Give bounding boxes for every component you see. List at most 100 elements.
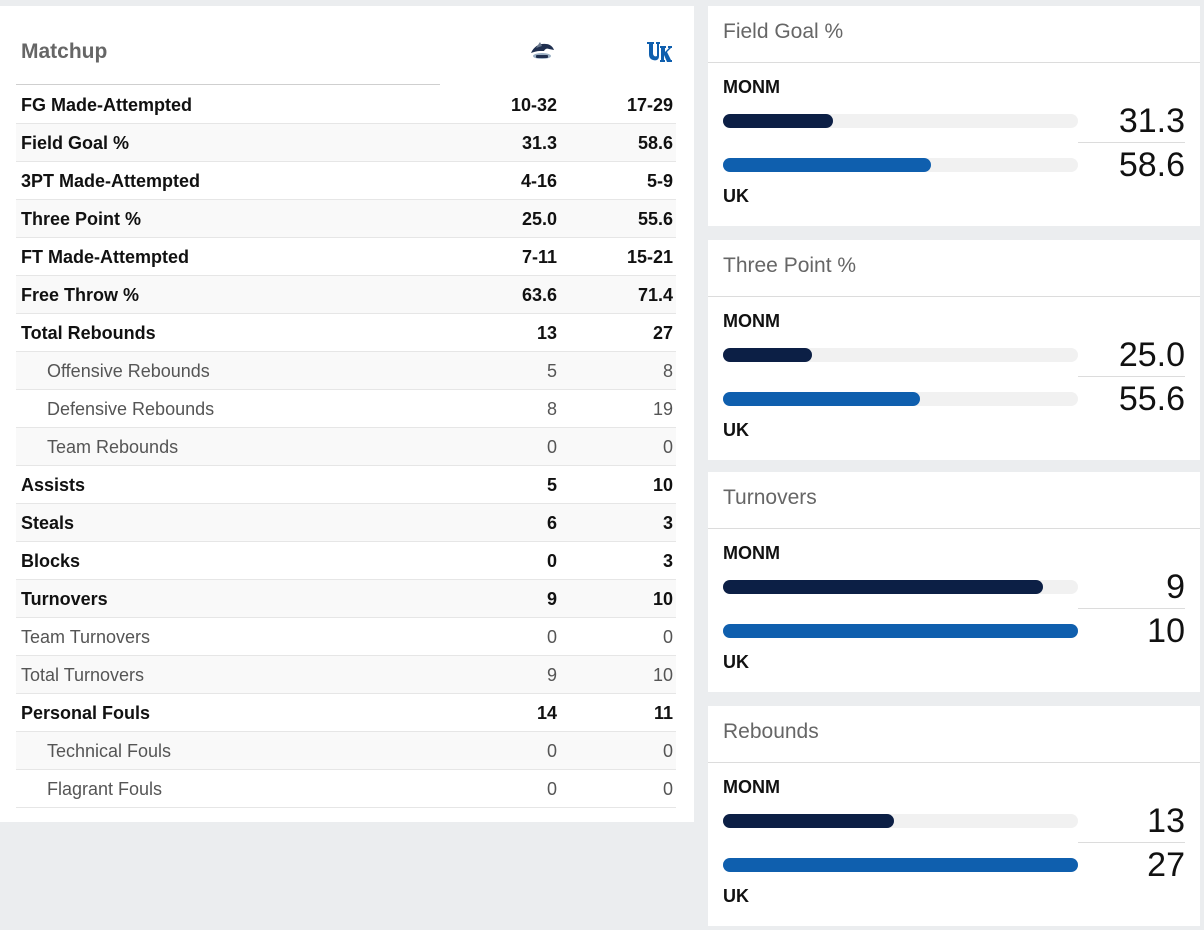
- stat-card: Rebounds MONM 13 27 UK: [708, 706, 1200, 926]
- uk-bar: [723, 624, 1078, 638]
- monm-value: 0: [546, 627, 557, 647]
- uk-stat-value: 55.6: [1118, 380, 1185, 418]
- team-label-monm: MONM: [723, 777, 780, 797]
- table-row: Three Point % 25.0 55.6: [16, 200, 676, 238]
- monm-value: 0: [546, 779, 557, 799]
- stat-label: Personal Fouls: [21, 703, 151, 723]
- table-row: 3PT Made-Attempted 4-16 5-9: [16, 162, 676, 200]
- uk-value: 58.6: [637, 133, 673, 153]
- stat-card: Turnovers MONM 9 10 UK: [708, 472, 1200, 692]
- value-divider: [1078, 142, 1185, 143]
- monm-bar: [723, 348, 812, 362]
- uk-value: 10: [652, 475, 673, 495]
- uk-bar-track: [723, 392, 1078, 406]
- uk-bar-track: [723, 624, 1078, 638]
- uk-value: 11: [653, 703, 673, 723]
- stat-label: Team Rebounds: [47, 437, 179, 457]
- monm-value: 13: [536, 323, 557, 343]
- monm-value: 0: [546, 437, 557, 457]
- uk-bar-track: [723, 858, 1078, 872]
- table-row: Personal Fouls 14 11: [16, 694, 676, 732]
- monm-stat-value: 25.0: [1118, 336, 1185, 374]
- uk-value: 0: [662, 437, 673, 457]
- stat-card: Three Point % MONM 25.0 55.6 UK: [708, 240, 1200, 460]
- stat-label: Total Rebounds: [21, 323, 156, 343]
- monm-value: 25.0: [521, 209, 557, 229]
- monm-value: 0: [546, 551, 557, 571]
- table-row: Assists 5 10: [16, 466, 676, 504]
- monm-value: 9: [546, 589, 557, 609]
- stat-card: Field Goal % MONM 31.3 58.6 UK: [708, 6, 1200, 226]
- table-row: Free Throw % 63.6 71.4: [16, 276, 676, 314]
- matchup-title: Matchup: [21, 40, 108, 63]
- uk-value: 0: [662, 627, 673, 647]
- monmouth-hawks-logo-icon: [531, 42, 554, 59]
- uk-value: 0: [662, 779, 673, 799]
- table-row: FG Made-Attempted 10-32 17-29: [16, 86, 676, 124]
- stat-label: Turnovers: [21, 589, 108, 609]
- uk-bar: [723, 392, 921, 406]
- value-divider: [1078, 842, 1185, 843]
- monm-bar: [723, 114, 834, 128]
- uk-stat-value: 58.6: [1118, 146, 1185, 184]
- monm-value: 6: [546, 513, 557, 533]
- stat-label: 3PT Made-Attempted: [21, 171, 201, 191]
- table-row: Team Rebounds 0 0: [16, 428, 676, 466]
- team-label-uk: UK: [723, 186, 749, 206]
- stat-label: Team Turnovers: [21, 627, 151, 647]
- team-label-monm: MONM: [723, 311, 780, 331]
- stat-card-title: Field Goal %: [723, 20, 844, 43]
- card-divider: [708, 528, 1200, 529]
- monm-value: 5: [546, 361, 557, 381]
- table-row: Technical Fouls 0 0: [16, 732, 676, 770]
- uk-value: 3: [662, 513, 673, 533]
- team-label-uk: UK: [723, 652, 749, 672]
- monm-stat-value: 13: [1147, 802, 1185, 840]
- table-row: Flagrant Fouls 0 0: [16, 770, 676, 808]
- uk-stat-value: 10: [1147, 612, 1185, 650]
- stat-label: FG Made-Attempted: [21, 95, 192, 115]
- table-row: Blocks 0 3: [16, 542, 676, 580]
- uk-value: 10: [652, 589, 673, 609]
- stat-label: Free Throw %: [21, 285, 140, 305]
- team-label-monm: MONM: [723, 543, 780, 563]
- stat-label: Offensive Rebounds: [47, 361, 210, 381]
- table-row: Offensive Rebounds 5 8: [16, 352, 676, 390]
- team-label-uk: UK: [723, 886, 749, 906]
- stat-label: Steals: [21, 513, 75, 533]
- monm-value: 10-32: [510, 95, 557, 115]
- stat-label: Field Goal %: [21, 133, 130, 153]
- monm-value: 4-16: [520, 171, 557, 191]
- monm-stat-value: 31.3: [1118, 102, 1185, 140]
- monm-value: 9: [546, 665, 557, 685]
- uk-value: 0: [662, 741, 673, 761]
- team-label-monm: MONM: [723, 77, 780, 97]
- monm-value: 14: [536, 703, 557, 723]
- value-divider: [1078, 608, 1185, 609]
- matchup-table-card: Matchup FG Made-Attempted 10-32 17-29 Field…: [0, 6, 694, 822]
- monm-value: 63.6: [521, 285, 557, 305]
- uk-value: 15-21: [626, 247, 673, 267]
- uk-value: 27: [652, 323, 673, 343]
- team-label-uk: UK: [723, 420, 749, 440]
- stat-label: Assists: [21, 475, 86, 495]
- card-divider: [708, 62, 1200, 63]
- stat-card-title: Turnovers: [723, 486, 817, 509]
- uk-value: 17-29: [626, 95, 673, 115]
- table-row: Total Turnovers 9 10: [16, 656, 676, 694]
- monm-bar: [723, 814, 894, 828]
- value-divider: [1078, 376, 1185, 377]
- card-divider: [708, 762, 1200, 763]
- stat-label: FT Made-Attempted: [21, 247, 189, 267]
- stat-label: Flagrant Fouls: [47, 779, 163, 799]
- header-divider: [16, 84, 440, 85]
- uk-bar: [723, 158, 932, 172]
- monm-value: 5: [546, 475, 557, 495]
- stat-label: Technical Fouls: [47, 741, 172, 761]
- monm-value: 0: [546, 741, 557, 761]
- kentucky-uk-logo-icon: [647, 42, 672, 62]
- monm-bar-track: [723, 348, 1078, 362]
- uk-value: 5-9: [646, 171, 673, 191]
- stat-card-title: Rebounds: [723, 720, 819, 743]
- monm-bar: [723, 580, 1043, 594]
